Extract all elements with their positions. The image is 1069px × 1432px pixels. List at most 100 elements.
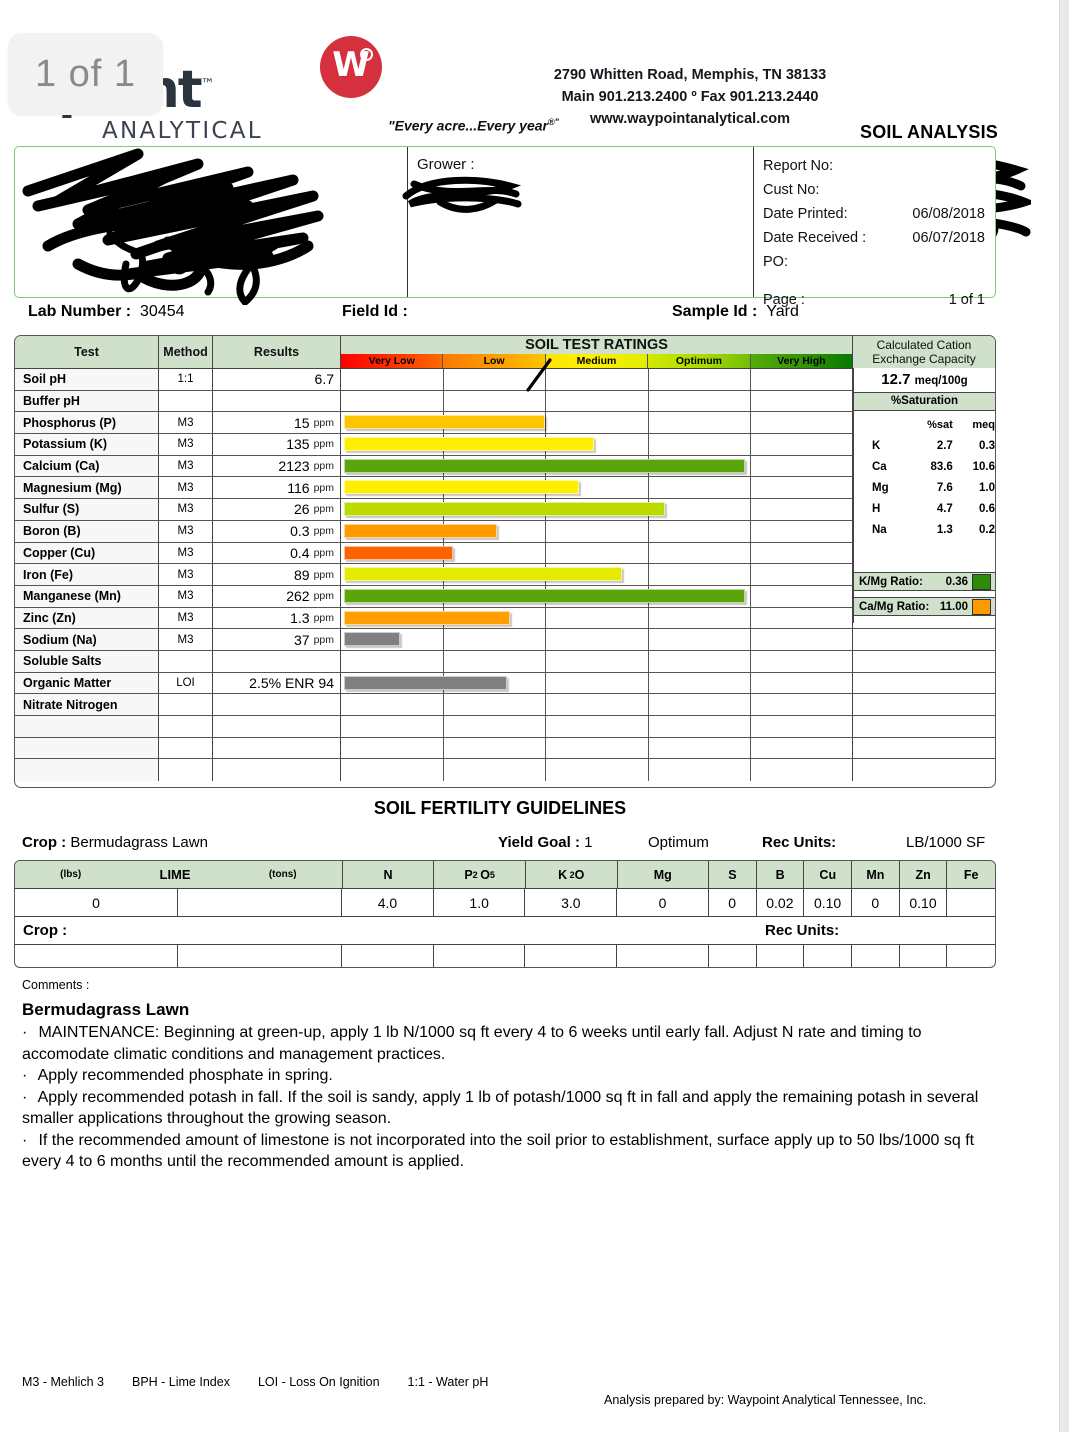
value-p2o5: 1.0 — [434, 889, 526, 916]
cell-method: M3 — [159, 412, 213, 434]
rating-bar — [344, 567, 623, 582]
cell-test: Organic Matter — [15, 672, 159, 694]
cec-sat-value: 1.3 — [936, 523, 953, 536]
cell-results: 135 ppm — [213, 434, 341, 455]
grid-line — [545, 390, 547, 412]
cell-method: M3 — [159, 607, 213, 629]
page-right-gutter — [1059, 0, 1069, 1432]
cell-method: M3 — [159, 629, 213, 650]
grid-line — [749, 650, 751, 672]
crop-value: Bermudagrass Lawn — [70, 834, 208, 851]
soil-table-header: Test Method Results SOIL TEST RATINGS Ve… — [15, 336, 995, 369]
yield-goal-group: Yield Goal : 1 — [498, 834, 592, 851]
cell-results — [213, 759, 341, 782]
table-row: Soluble Salts — [15, 650, 995, 673]
bullet-icon: · — [22, 1067, 28, 1084]
grid-line — [647, 737, 649, 759]
col-header-s: S — [709, 861, 757, 888]
grid-line — [749, 716, 751, 737]
meta-row-report-no: Report No: — [763, 154, 995, 178]
table-row: Potassium (K) M3 135 ppm — [15, 434, 995, 456]
cell-method: M3 — [159, 564, 213, 585]
cell-rating-bar — [341, 672, 853, 694]
rating-bar — [344, 675, 508, 690]
camg-ratio-value: 11.00 — [939, 600, 968, 613]
cell-test — [15, 737, 159, 759]
table-row: Copper (Cu) M3 0.4 ppm — [15, 542, 995, 565]
report-no-label: Report No: — [763, 158, 834, 174]
cec-meq-value: 0.3 — [979, 439, 995, 452]
result-value: 116 — [287, 479, 310, 496]
comments-label: Comments : — [22, 978, 90, 992]
rec-units-label: Rec Units: — [762, 834, 837, 851]
trademark-icon: ™ — [200, 76, 215, 93]
empty-zn — [900, 945, 948, 967]
cell-results: 26 ppm — [213, 499, 341, 520]
cell-method: 1:1 — [159, 369, 213, 390]
grid-line — [749, 455, 751, 477]
grid-line — [443, 759, 445, 782]
cell-results: 37 ppm — [213, 629, 341, 650]
address-line-1: 2790 Whitten Road, Memphis, TN 38133 — [553, 67, 827, 83]
kmg-ratio-swatch — [972, 573, 991, 590]
grid-line — [443, 737, 445, 759]
cust-no-label: Cust No: — [763, 182, 820, 198]
cell-rating-bar — [341, 650, 853, 672]
cell-rating-bar — [341, 607, 853, 629]
grid-line — [545, 672, 547, 694]
cec-unit: meq/100g — [914, 375, 968, 387]
cell-method: M3 — [159, 434, 213, 455]
cell-results: 89 ppm — [213, 564, 341, 585]
cell-test: Phosphorus (P) — [15, 412, 159, 434]
fertility-section-title: SOIL FERTILITY GUIDELINES — [373, 798, 627, 818]
rating-bar — [344, 502, 666, 517]
grid-line — [749, 499, 751, 520]
ratings-title: SOIL TEST RATINGS — [525, 337, 668, 353]
rating-bar — [344, 458, 745, 473]
empty-k2o — [525, 945, 618, 967]
table-row — [15, 737, 995, 760]
table-row: Zinc (Zn) M3 1.3 ppm — [15, 607, 995, 630]
rating-band-legend: Very Low Low Medium Optimum Very High — [341, 354, 853, 368]
band-medium: Medium — [545, 354, 649, 368]
result-value: 37 — [293, 631, 310, 648]
grid-line — [647, 477, 649, 499]
grid-line — [749, 542, 751, 564]
lime-header-cell: (lbs) LIME (tons) — [15, 861, 343, 888]
cell-rating-bar — [341, 716, 853, 737]
value-zn: 0.10 — [900, 889, 948, 916]
cell-rating-bar — [341, 585, 853, 607]
grid-line — [749, 629, 751, 650]
cell-results: 15 ppm — [213, 412, 341, 434]
report-header: point™ ANALYTICAL W "Every acre...Every … — [0, 0, 1060, 144]
cec-meq-value: 10.6 — [972, 460, 995, 473]
empty-b — [757, 945, 805, 967]
result-unit: ppm — [313, 525, 334, 538]
table-row — [15, 716, 995, 738]
result-value: 1.3 — [290, 609, 310, 626]
comments-body: · MAINTENANCE: Beginning at green-up, ap… — [22, 1022, 990, 1173]
comment-item: · If the recommended amount of limestone… — [22, 1131, 975, 1171]
grid-line — [647, 412, 649, 434]
grid-line — [647, 672, 649, 694]
grid-line — [749, 520, 751, 542]
meta-row-cust-no: Cust No: — [763, 178, 995, 202]
grid-line — [647, 369, 649, 390]
cell-rating-bar — [341, 520, 853, 542]
value-cu: 0.10 — [804, 889, 852, 916]
grid-line — [749, 585, 751, 607]
value-mg: 0 — [617, 889, 709, 916]
grid-line — [647, 390, 649, 412]
grid-line — [545, 412, 547, 434]
grid-line — [647, 650, 649, 672]
crop-group: Crop : Bermudagrass Lawn — [22, 834, 208, 851]
cell-method: LOI — [159, 672, 213, 694]
soil-test-table: Test Method Results SOIL TEST RATINGS Ve… — [14, 335, 996, 788]
rating-bar — [344, 632, 400, 647]
company-tagline: "Every acre...Every year®" — [388, 117, 559, 134]
result-unit: ppm — [313, 438, 334, 451]
grid-line — [749, 672, 751, 694]
cell-test: Zinc (Zn) — [15, 607, 159, 629]
cec-header-line-2: Exchange Capacity — [872, 352, 976, 366]
